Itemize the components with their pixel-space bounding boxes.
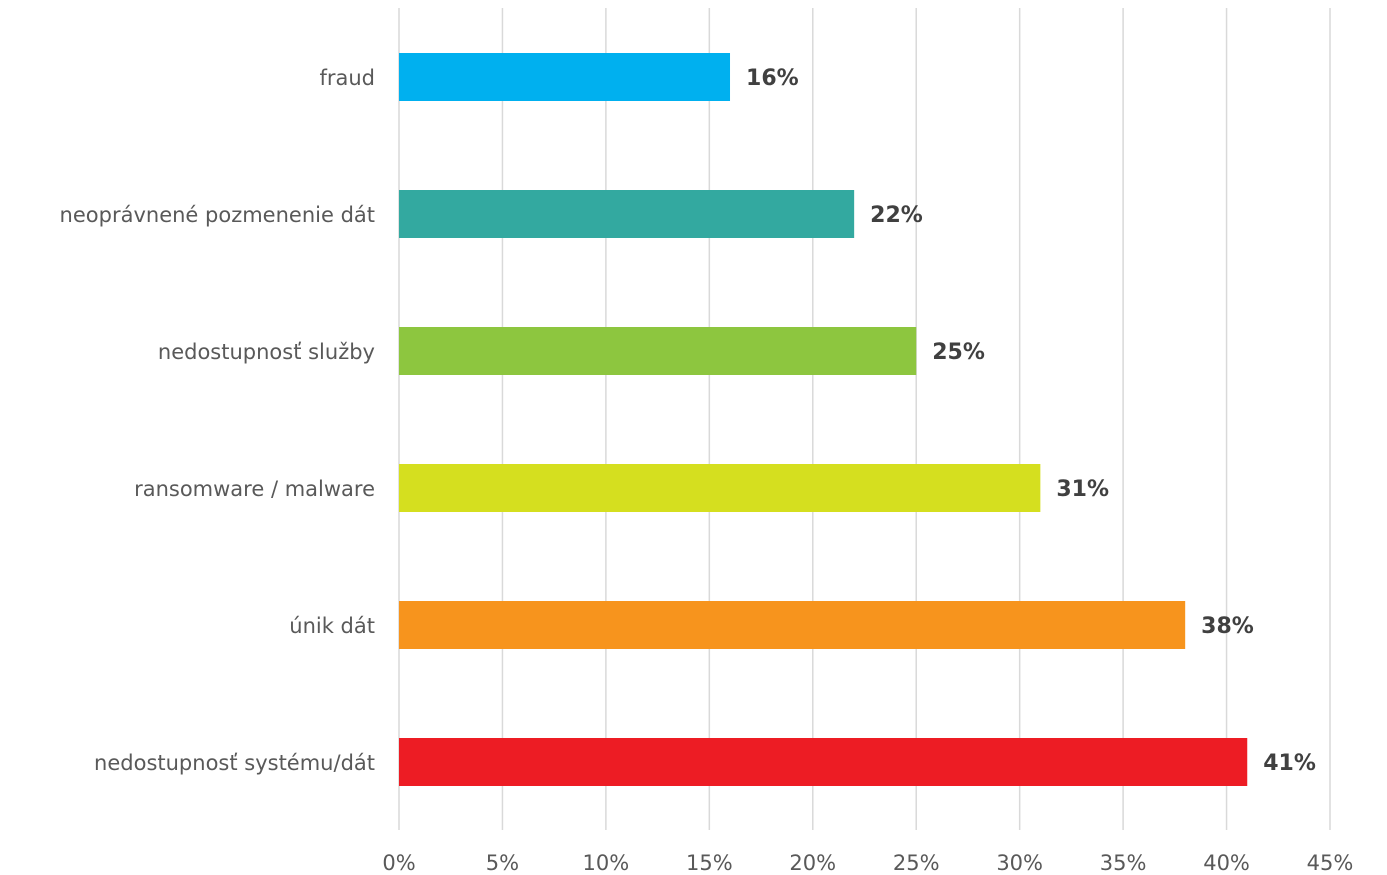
category-label: nedostupnosť služby <box>158 340 375 364</box>
x-tick-label: 5% <box>486 851 519 875</box>
x-tick-label: 0% <box>382 851 415 875</box>
data-label: 38% <box>1201 614 1254 639</box>
x-tick-label: 30% <box>996 851 1043 875</box>
data-label: 41% <box>1263 751 1316 776</box>
bar <box>399 464 1041 512</box>
x-tick-label: 40% <box>1203 851 1250 875</box>
data-label: 25% <box>932 340 985 365</box>
category-label: fraud <box>319 66 375 90</box>
data-labels: 16% 22% 25% 31% 38% 41% <box>746 66 1316 776</box>
bars <box>399 53 1248 786</box>
x-tick-label: 15% <box>686 851 733 875</box>
data-label: 31% <box>1056 477 1109 502</box>
bar <box>399 53 731 101</box>
x-axis-tick-labels: 0% 5% 10% 15% 20% 25% 30% 35% 40% 45% <box>382 851 1353 875</box>
bar <box>399 738 1248 786</box>
category-label: ransomware / malware <box>134 477 375 501</box>
bar <box>399 327 917 375</box>
x-tick-label: 25% <box>893 851 940 875</box>
category-labels: fraud neoprávnené pozmenenie dát nedostupn… <box>60 66 375 775</box>
x-tick-label: 45% <box>1307 851 1354 875</box>
gridlines <box>398 8 1331 830</box>
x-tick-label: 20% <box>789 851 836 875</box>
category-label: neoprávnené pozmenenie dát <box>60 203 375 227</box>
category-label: únik dát <box>289 614 375 638</box>
data-label: 16% <box>746 66 799 91</box>
x-tick-label: 10% <box>583 851 630 875</box>
bar <box>399 190 855 238</box>
data-label: 22% <box>870 203 923 228</box>
bar <box>399 601 1186 649</box>
category-label: nedostupnosť systému/dát <box>94 751 375 775</box>
x-tick-label: 35% <box>1100 851 1147 875</box>
